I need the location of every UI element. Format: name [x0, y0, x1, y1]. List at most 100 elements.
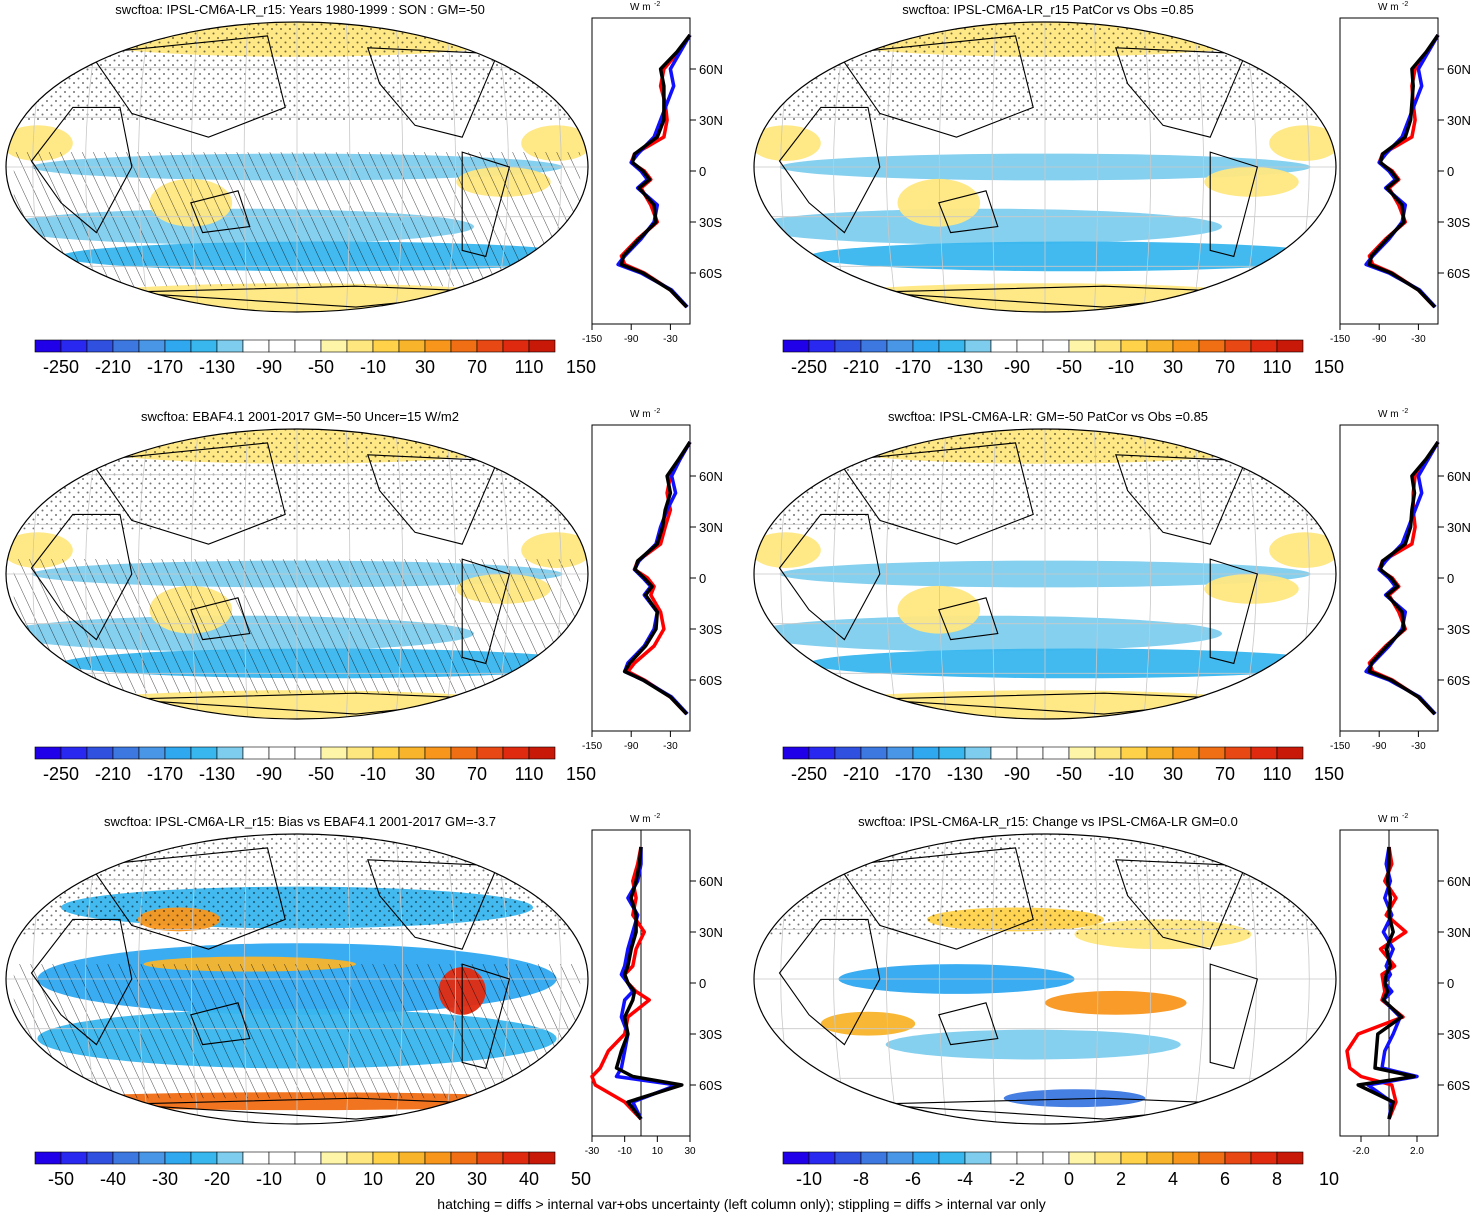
- colorbar-box: [294, 339, 322, 353]
- colorbar-tick-label: 30: [415, 357, 435, 377]
- colorbar-tick-label: 150: [1314, 764, 1344, 784]
- colorbar-box: [450, 746, 478, 760]
- units-superscript: -2: [654, 813, 660, 820]
- colorbar-tick-label: -50: [48, 1169, 74, 1189]
- continent-outline: [190, 190, 251, 234]
- graticule-line: [886, 834, 898, 1124]
- colorbar-box: [1198, 339, 1226, 353]
- lat-tick-label: 60S: [1447, 266, 1470, 281]
- map-group-p6: [753, 833, 1337, 1125]
- colorbar-box: [1250, 1151, 1278, 1165]
- colorbar-box: [450, 339, 478, 353]
- colorbar-tick-label: -130: [947, 764, 983, 784]
- colorbar-tick-label: 0: [316, 1169, 326, 1189]
- continent-outline: [837, 442, 1034, 545]
- map-border: [5, 21, 589, 313]
- colorbar-tick-label: 70: [467, 357, 487, 377]
- figure-canvas: -250 -210 -170 -130 -90 -50 -10 30 70 110 15060N30…: [5, 1, 1471, 1189]
- continent-outline: [461, 558, 511, 665]
- colorbar-box: [834, 1151, 862, 1165]
- colorbar-box: [1224, 746, 1252, 760]
- map-group-p2: [753, 21, 1337, 313]
- colorbar-tick-label: 150: [566, 357, 596, 377]
- graticule-line: [444, 429, 456, 719]
- lat-tick-label: 60S: [1447, 673, 1470, 688]
- zonal-tick-label: -90: [1372, 741, 1387, 752]
- field-blob: [820, 1011, 916, 1036]
- colorbar-tick-label: -250: [43, 764, 79, 784]
- field-blob: [1045, 990, 1187, 1015]
- colorbar-box: [346, 746, 374, 760]
- continent-outline: [30, 513, 133, 641]
- colorbar-box: [1146, 746, 1174, 760]
- graticule-line: [938, 429, 948, 719]
- units-label: W m: [1378, 409, 1399, 420]
- graticule-line: [394, 22, 404, 312]
- colorbar-tick-label: -50: [308, 764, 334, 784]
- colorbar-box: [1068, 746, 1096, 760]
- colorbar-tick-label: -250: [43, 357, 79, 377]
- zonal-series-line: [619, 34, 692, 309]
- zonal-plot-p5: 60N 30N 0 30S 60S -30 -10 10 30 W m -2: [585, 813, 723, 1157]
- colorbar-box: [372, 339, 400, 353]
- colorbar-box: [990, 746, 1018, 760]
- colorbar-tick-label: 70: [1215, 357, 1235, 377]
- colorbar-box: [860, 339, 888, 353]
- map-border: [5, 833, 589, 1125]
- zonal-tick-label: -150: [582, 741, 602, 752]
- colorbar-box: [242, 339, 270, 353]
- lat-tick-label: 30S: [1447, 1027, 1470, 1042]
- graticule-line: [886, 22, 898, 312]
- figure-footnote: hatching = diffs > internal var+obs unce…: [437, 1196, 1046, 1212]
- colorbar-tick-label: -4: [957, 1169, 973, 1189]
- colorbar-box: [886, 339, 914, 353]
- zonal-tick-label: -30: [585, 1146, 600, 1157]
- colorbar-tick-label: -40: [100, 1169, 126, 1189]
- lat-tick-label: 0: [1447, 164, 1454, 179]
- colorbar-box: [1094, 746, 1122, 760]
- units-superscript: -2: [1402, 408, 1408, 415]
- colorbar-box: [242, 746, 270, 760]
- zonal-series-line: [1345, 846, 1408, 1120]
- panel-title: swcftoa: IPSL-CM6A-LR: GM=-50 PatCor vs …: [887, 409, 1209, 424]
- lat-tick-label: 60N: [699, 469, 723, 484]
- colorbar-box: [138, 339, 166, 353]
- units-superscript: -2: [1402, 813, 1408, 820]
- colorbar-box: [424, 1151, 452, 1165]
- colorbar-box: [1042, 746, 1070, 760]
- graticule-line: [1093, 22, 1099, 312]
- map-group-p1: [5, 21, 589, 313]
- colorbar-tick-label: 0: [1064, 1169, 1074, 1189]
- graticule-line: [243, 429, 249, 719]
- colorbar-tick-label: -10: [796, 1169, 822, 1189]
- colorbar-box: [60, 1151, 88, 1165]
- graticule-line: [190, 22, 200, 312]
- graticule-line: [1192, 429, 1204, 719]
- colorbar-tick-label: 30: [415, 764, 435, 784]
- graticule-line: [138, 834, 150, 1124]
- graticule-line: [1093, 834, 1099, 1124]
- colorbar-box: [294, 1151, 322, 1165]
- zonal-tick-label: -150: [1330, 741, 1350, 752]
- colorbar-box: [1068, 1151, 1096, 1165]
- colorbar-tick-label: -90: [256, 357, 282, 377]
- colorbar-box: [886, 746, 914, 760]
- continent-outline: [1209, 558, 1259, 665]
- lat-tick-label: 30N: [1447, 925, 1471, 940]
- units-superscript: -2: [654, 1, 660, 8]
- colorbar-tick-label: -2: [1009, 1169, 1025, 1189]
- lat-tick-label: 30N: [699, 925, 723, 940]
- colorbar-box: [886, 1151, 914, 1165]
- colorbar-box: [372, 746, 400, 760]
- field-blob: [1269, 125, 1336, 162]
- field-blob: [1003, 1089, 1146, 1108]
- colorbar-box: [912, 746, 940, 760]
- graticule-line: [243, 834, 249, 1124]
- map-border: [753, 428, 1337, 720]
- colorbar-box: [398, 339, 426, 353]
- colorbar-box: [216, 339, 244, 353]
- colorbar-box: [1120, 1151, 1148, 1165]
- colorbar-tick-label: -170: [147, 357, 183, 377]
- graticule-line: [991, 22, 997, 312]
- colorbar-tick-label: 30: [1163, 764, 1183, 784]
